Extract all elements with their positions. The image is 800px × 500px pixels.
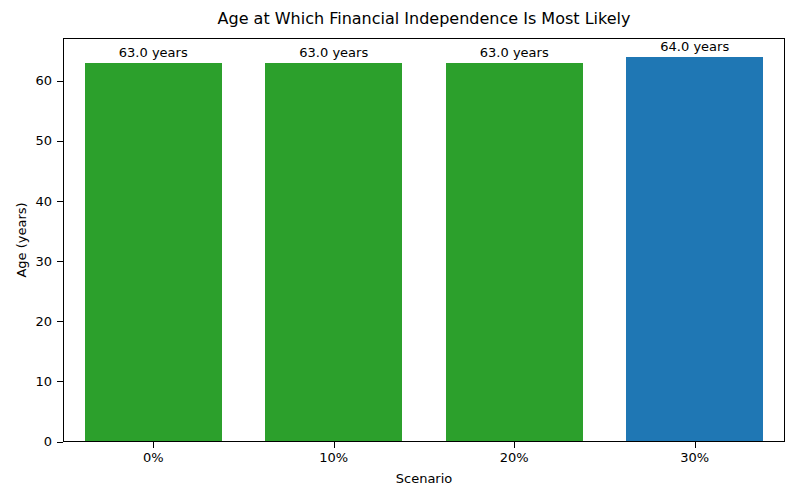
y-tick-mark <box>57 141 63 142</box>
y-tick-label: 50 <box>0 133 52 148</box>
y-tick-mark <box>57 381 63 382</box>
y-tick-mark <box>57 321 63 322</box>
x-tick-mark <box>334 442 335 448</box>
y-tick-label: 20 <box>0 314 52 329</box>
y-tick-label: 60 <box>0 73 52 88</box>
x-tick-label: 20% <box>500 450 529 465</box>
x-axis-label: Scenario <box>396 471 453 486</box>
y-tick-label: 10 <box>0 374 52 389</box>
bar-value-label: 63.0 years <box>119 45 188 60</box>
bar <box>446 63 583 441</box>
x-tick-mark <box>153 442 154 448</box>
x-tick-label: 0% <box>143 450 164 465</box>
bar <box>85 63 222 441</box>
y-tick-mark <box>57 442 63 443</box>
y-tick-label: 40 <box>0 194 52 209</box>
y-tick-mark <box>57 81 63 82</box>
bar-chart-figure: Age at Which Financial Independence Is M… <box>0 0 800 500</box>
x-tick-mark <box>695 442 696 448</box>
bar-value-label: 63.0 years <box>299 45 368 60</box>
bar <box>626 57 763 441</box>
bar-value-label: 63.0 years <box>480 45 549 60</box>
chart-title: Age at Which Financial Independence Is M… <box>218 9 631 28</box>
y-tick-label: 0 <box>0 434 52 449</box>
x-tick-mark <box>514 442 515 448</box>
x-tick-label: 30% <box>680 450 709 465</box>
bar <box>265 63 402 441</box>
y-tick-mark <box>57 261 63 262</box>
bar-value-label: 64.0 years <box>660 39 729 54</box>
x-tick-label: 10% <box>319 450 348 465</box>
y-tick-mark <box>57 201 63 202</box>
y-tick-label: 30 <box>0 254 52 269</box>
